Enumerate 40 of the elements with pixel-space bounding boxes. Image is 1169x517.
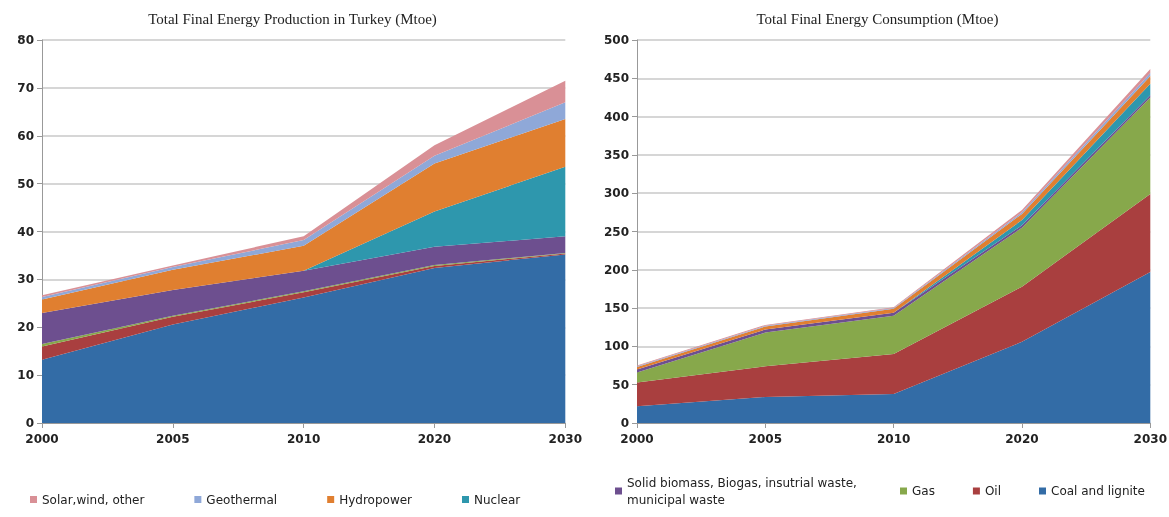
x-tick-label: 2010 (876, 432, 910, 446)
x-tick-label: 2000 (619, 432, 654, 446)
y-tick-label: 450 (603, 71, 629, 86)
y-tick-label: 80 (17, 33, 34, 47)
legend-label: Solid biomass, Biogas, insutrial waste, municipal waste (626, 475, 861, 507)
y-tick-label: 0 (25, 416, 34, 430)
x-tick-label: 2030 (548, 432, 582, 446)
x-tick-label: 2005 (748, 432, 782, 446)
y-tick-label: 50 (17, 176, 34, 191)
y-tick-label: 400 (603, 109, 629, 124)
y-tick-label: 300 (603, 186, 629, 201)
y-tick-label: 150 (603, 301, 629, 316)
y-tick-label: 30 (17, 272, 34, 287)
chart-title: Total Final Energy Production in Turkey (Mtoe) (148, 10, 437, 28)
x-tick-label: 2010 (286, 432, 321, 446)
y-tick-label: 100 (603, 339, 629, 354)
x-tick-label: 2030 (1133, 432, 1167, 446)
y-tick-label: 70 (17, 80, 34, 95)
y-tick-label: 60 (17, 128, 34, 143)
y-tick-label: 200 (603, 262, 629, 277)
y-tick-label: 20 (17, 320, 34, 335)
legend-label: Hydropower (339, 492, 413, 507)
legend-label: Oil (984, 484, 1001, 498)
x-tick-label: 2020 (1004, 432, 1039, 446)
x-tick-label: 2020 (417, 432, 452, 446)
legend-label: Nuclear (474, 492, 521, 507)
legend-label: Gas (911, 484, 935, 498)
y-tick-label: 350 (603, 147, 629, 162)
y-tick-label: 40 (17, 224, 34, 239)
y-tick-label: 250 (603, 224, 629, 239)
legend-label: Geothermal (206, 492, 278, 507)
y-tick-label: 10 (17, 368, 34, 383)
legend-label: Coal and lignite (1050, 484, 1145, 498)
y-tick-label: 500 (603, 33, 629, 47)
chart-title: Total Final Energy Consumption (Mtoe) (756, 10, 998, 28)
x-tick-label: 2005 (156, 432, 190, 446)
y-tick-label: 50 (611, 377, 629, 392)
x-tick-label: 2000 (25, 432, 59, 446)
legend-label: Solar,wind, other (42, 492, 145, 507)
y-tick-label: 0 (620, 416, 629, 430)
